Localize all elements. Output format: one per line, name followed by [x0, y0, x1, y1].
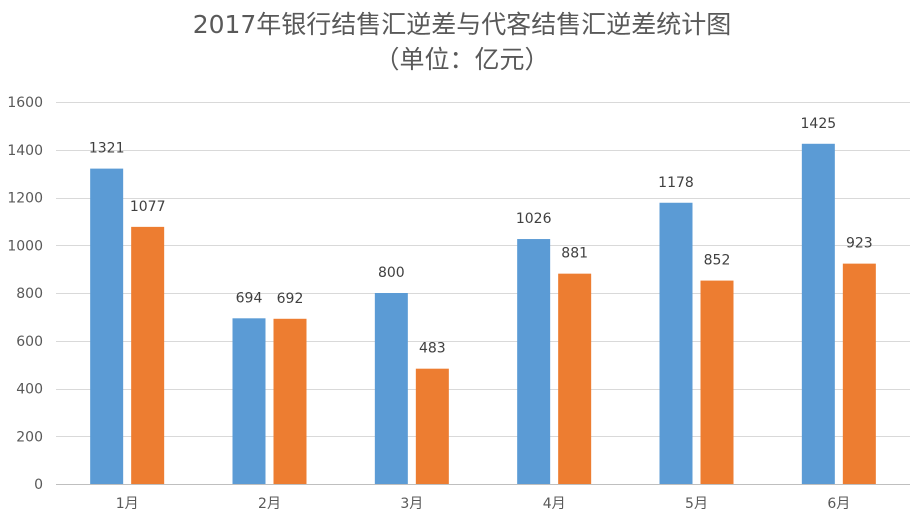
- data-label: 1321: [89, 141, 125, 157]
- y-tick-label: 200: [16, 429, 43, 445]
- y-tick-label: 1600: [7, 95, 43, 111]
- y-tick-label: 1000: [7, 238, 43, 254]
- x-tick-label: 6月: [827, 496, 850, 509]
- bar-series-1-4月: [517, 239, 551, 484]
- data-label: 483: [419, 341, 446, 357]
- x-tick-label: 3月: [400, 496, 423, 509]
- data-label: 1026: [516, 211, 552, 227]
- y-tick-label: 600: [16, 334, 43, 350]
- x-tick-label: 2月: [258, 496, 281, 509]
- bar-series-2-6月: [842, 263, 876, 484]
- data-label: 852: [704, 253, 731, 269]
- y-tick-label: 800: [16, 286, 43, 302]
- bar-series-1-2月: [232, 318, 266, 484]
- data-label: 1425: [801, 116, 837, 132]
- bars: [90, 143, 876, 484]
- y-tick-label: 400: [16, 382, 43, 398]
- data-label: 694: [236, 290, 263, 306]
- bar-series-2-4月: [558, 273, 592, 484]
- x-tick-label: 1月: [116, 496, 139, 509]
- bar-series-2-2月: [273, 318, 307, 484]
- data-labels: 1321 1077 694 692 800 483 1026 881 1178 852 1425 92…: [89, 116, 873, 357]
- y-tick-label: 0: [34, 477, 43, 493]
- gridlines: [56, 102, 910, 485]
- data-label: 1178: [658, 175, 694, 191]
- bar-series-2-3月: [415, 368, 449, 484]
- y-axis-ticks: 0 200 400 600 800 1000 1200 1400 1600: [7, 95, 43, 493]
- y-tick-label: 1400: [7, 143, 43, 159]
- chart-subtitle: （单位：亿元）: [374, 45, 549, 74]
- x-tick-label: 5月: [685, 496, 708, 509]
- y-tick-label: 1200: [7, 191, 43, 207]
- chart-title: 2017年银行结售汇逆差与代客结售汇逆差统计图: [193, 10, 732, 39]
- bar-series-1-5月: [659, 202, 693, 484]
- data-label: 923: [846, 236, 873, 252]
- bar-series-1-3月: [374, 293, 408, 484]
- data-label: 1077: [130, 199, 166, 215]
- bar-series-2-1月: [131, 226, 165, 484]
- x-tick-label: 4月: [543, 496, 566, 509]
- bar-series-1-6月: [801, 143, 835, 484]
- bar-series-2-5月: [700, 280, 734, 484]
- data-label: 692: [277, 291, 304, 307]
- x-axis-ticks: 1月 2月 3月 4月 5月 6月: [116, 496, 851, 509]
- data-label: 881: [561, 246, 588, 262]
- bar-series-1-1月: [90, 168, 124, 484]
- data-label: 800: [378, 265, 405, 281]
